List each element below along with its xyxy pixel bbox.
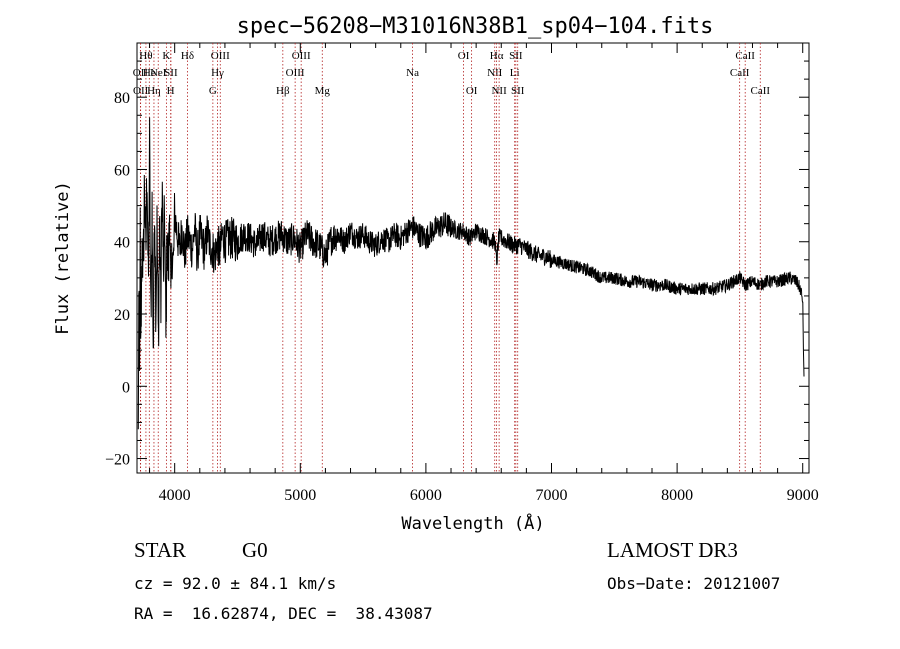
line-label-17: Na	[406, 67, 419, 79]
line-label-1: OII	[133, 85, 149, 97]
y-tick-label-5: 80	[114, 90, 130, 107]
line-label-13: Hβ	[276, 85, 290, 97]
y-tick-label-2: 20	[114, 307, 130, 324]
y-tick-label-4: 60	[114, 162, 130, 179]
plot-frame	[136, 42, 810, 474]
x-tick-label-5: 9000	[787, 487, 819, 504]
axis-tick-labels: 4000 5000 6000 7000 8000 9000 −20 0 20 40 60 80	[105, 90, 819, 504]
line-label-9: Hδ	[181, 50, 194, 62]
line-label-25: SII	[511, 85, 525, 97]
line-label-27: CaII	[735, 50, 755, 62]
line-label-5: NeI	[150, 67, 167, 79]
coordinates: RA = 16.62874, DEC = 38.43087	[134, 604, 433, 623]
line-label-7: H	[167, 85, 175, 97]
line-label-19: OI	[466, 85, 478, 97]
line-label-10: G	[209, 85, 217, 97]
observation-date: Obs−Date: 20121007	[607, 574, 781, 593]
line-label-12: OIII	[211, 50, 230, 62]
line-label-0: OII	[133, 67, 149, 79]
line-label-2: Hθ	[139, 50, 152, 62]
line-label-3: He	[143, 67, 156, 79]
line-label-21: Hα	[490, 50, 504, 62]
line-label-8: SII	[164, 67, 178, 79]
y-tick-label-1: 0	[122, 379, 130, 396]
line-label-15: OIII	[292, 50, 311, 62]
x-tick-label-4: 8000	[661, 487, 693, 504]
redshift-velocity: cz = 92.0 ± 84.1 km/s	[134, 574, 337, 593]
line-label-6: K	[162, 50, 170, 62]
x-tick-label-3: 7000	[536, 487, 568, 504]
chart-title: spec−56208−M31016N38B1_sp04−104.fits	[237, 14, 714, 39]
object-subclass: G0	[242, 538, 268, 562]
line-label-14: OIII	[286, 67, 305, 79]
line-label-16: Mg	[315, 85, 331, 97]
line-label-18: OI	[458, 50, 470, 62]
survey-name: LAMOST DR3	[607, 538, 738, 562]
line-label-23: Li	[510, 67, 520, 79]
object-class: STAR	[134, 538, 186, 562]
spectral-line-markers: OIIOIIHθHeHηNeIKHSIIHδGHγOIIIHβOIIIOIIIM…	[133, 43, 770, 473]
x-axis-label: Wavelength (Å)	[401, 512, 544, 534]
line-label-26: CaII	[730, 67, 750, 79]
x-tick-label-0: 4000	[159, 487, 191, 504]
line-label-20: NII	[487, 67, 503, 79]
line-label-24: SII	[509, 50, 523, 62]
line-label-11: Hγ	[211, 67, 224, 79]
y-tick-label-3: 40	[114, 235, 130, 252]
line-label-4: Hη	[147, 85, 161, 97]
y-axis-label: Flux (relative)	[53, 181, 73, 335]
flux-series-line	[137, 117, 805, 430]
y-tick-label-0: −20	[105, 452, 130, 469]
x-tick-label-1: 5000	[284, 487, 316, 504]
x-tick-label-2: 6000	[410, 487, 442, 504]
line-label-22: NII	[491, 85, 507, 97]
line-label-28: CaII	[750, 85, 770, 97]
